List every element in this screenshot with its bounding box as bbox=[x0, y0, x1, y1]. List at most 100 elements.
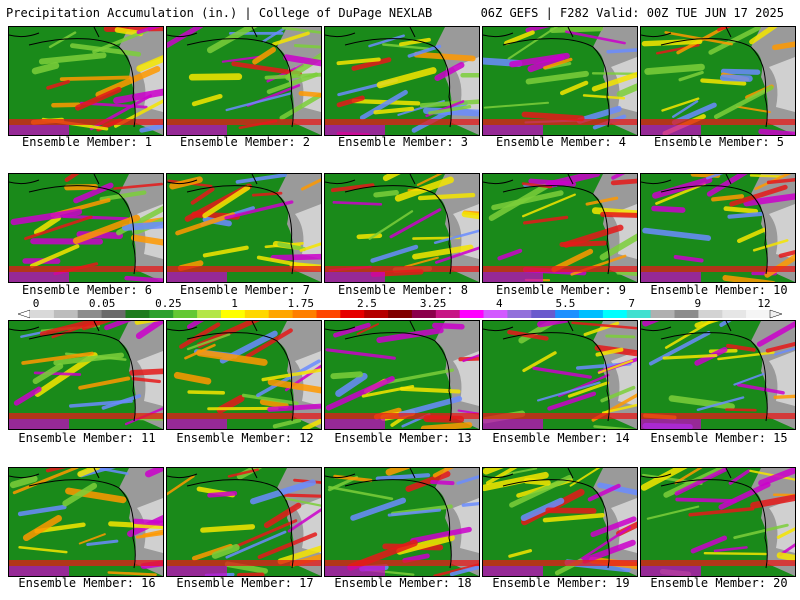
precip-band bbox=[661, 97, 700, 112]
precip-band bbox=[207, 27, 258, 54]
colorbar-tick-label: 7 bbox=[628, 297, 635, 310]
precip-band bbox=[642, 227, 712, 241]
colorbar-right-arrow bbox=[769, 309, 783, 319]
precip-band bbox=[542, 512, 605, 523]
precip-band bbox=[46, 79, 71, 90]
precip-band bbox=[559, 80, 589, 96]
land-region-light bbox=[769, 57, 795, 112]
precip-map bbox=[641, 321, 795, 429]
precip-band bbox=[673, 255, 704, 263]
precip-band bbox=[325, 376, 395, 411]
precip-band bbox=[591, 72, 637, 76]
precip-band bbox=[86, 539, 119, 546]
precip-band bbox=[749, 27, 778, 45]
precip-band bbox=[765, 341, 795, 353]
precip-band bbox=[81, 321, 112, 331]
ensemble-member-map bbox=[166, 467, 322, 577]
precip-band bbox=[483, 101, 549, 109]
colorbar-swatch bbox=[531, 310, 556, 318]
coastline-north bbox=[9, 174, 100, 185]
precip-band bbox=[672, 100, 699, 118]
precip-band bbox=[729, 184, 788, 207]
colorbar: 0 0.05 0.25 1 1.75 2.5 3.25 4 5.5 7 9 12 bbox=[0, 297, 800, 321]
coastline-north bbox=[641, 27, 732, 38]
coastline-north bbox=[325, 321, 416, 332]
precip-band bbox=[663, 468, 726, 498]
tropical-precip-band bbox=[9, 119, 163, 125]
land-region-light bbox=[295, 498, 321, 553]
precip-band bbox=[675, 497, 737, 503]
precip-band bbox=[726, 343, 756, 352]
precip-band bbox=[703, 551, 767, 556]
precip-band bbox=[281, 27, 321, 34]
coastline bbox=[28, 185, 136, 275]
ensemble-member-map bbox=[640, 26, 796, 136]
precip-band bbox=[520, 497, 565, 522]
precip-band bbox=[606, 48, 637, 54]
tropical-precip-core bbox=[167, 272, 227, 282]
ensemble-member-map bbox=[8, 467, 164, 577]
precip-band bbox=[416, 174, 443, 186]
precip-map bbox=[9, 27, 163, 135]
precip-band bbox=[700, 78, 747, 86]
precip-band bbox=[104, 321, 132, 331]
colorbar-swatch bbox=[555, 310, 580, 318]
coastline-north bbox=[9, 27, 100, 38]
precip-band bbox=[77, 468, 103, 477]
precip-band bbox=[766, 178, 795, 185]
precip-band bbox=[646, 505, 700, 520]
precip-band bbox=[776, 527, 795, 539]
tropical-precip-band bbox=[167, 266, 321, 272]
ensemble-member-label: Ensemble Member: 16 bbox=[18, 576, 156, 590]
precip-map bbox=[325, 321, 479, 429]
precip-band bbox=[78, 376, 131, 390]
colorbar-swatch bbox=[674, 310, 699, 318]
colorbar-tick-label: 3.25 bbox=[419, 297, 447, 310]
precip-band bbox=[266, 72, 319, 94]
tropical-precip-core bbox=[641, 566, 701, 576]
colorbar-swatch bbox=[459, 310, 485, 318]
precip-band bbox=[190, 187, 215, 205]
precip-band bbox=[108, 521, 163, 530]
ensemble-member-label: Ensemble Member: 13 bbox=[334, 431, 472, 445]
precip-band bbox=[772, 41, 795, 51]
precip-band bbox=[29, 244, 80, 268]
coastline bbox=[28, 38, 136, 128]
precip-band bbox=[591, 71, 637, 92]
colorbar-swatch bbox=[650, 310, 675, 318]
precip-map bbox=[9, 468, 163, 576]
tropical-precip-core bbox=[483, 419, 543, 429]
colorbar-swatch bbox=[292, 310, 317, 318]
precip-band bbox=[662, 353, 718, 360]
precip-band bbox=[39, 321, 102, 337]
colorbar-tick-label: 0 bbox=[32, 297, 40, 310]
precip-band bbox=[283, 54, 321, 67]
tropical-precip-core bbox=[167, 125, 227, 135]
tropical-precip-band bbox=[9, 413, 163, 419]
tropical-precip-core bbox=[483, 272, 543, 282]
precip-band bbox=[64, 183, 99, 191]
precip-band bbox=[461, 501, 479, 507]
precip-band bbox=[231, 61, 302, 76]
precip-band bbox=[356, 233, 383, 240]
precip-band bbox=[186, 333, 231, 351]
precip-band bbox=[356, 323, 379, 335]
tropical-precip-core bbox=[641, 272, 701, 282]
coastline-north bbox=[325, 27, 416, 38]
precip-band bbox=[245, 328, 293, 359]
precip-band bbox=[407, 44, 442, 58]
precip-band bbox=[78, 533, 106, 545]
precip-map bbox=[483, 27, 637, 135]
tropical-precip-band bbox=[325, 413, 479, 419]
colorbar-tick-label: 12 bbox=[757, 297, 771, 310]
precip-band bbox=[332, 200, 383, 206]
precip-band bbox=[167, 27, 204, 48]
precip-band bbox=[461, 211, 479, 220]
precip-band bbox=[129, 368, 163, 376]
colorbar-swatch bbox=[125, 310, 150, 318]
tropical-precip-band bbox=[325, 560, 479, 566]
precip-band bbox=[725, 408, 757, 412]
precip-band bbox=[21, 351, 94, 365]
colorbar-swatch bbox=[30, 310, 55, 318]
precip-band bbox=[283, 493, 321, 498]
